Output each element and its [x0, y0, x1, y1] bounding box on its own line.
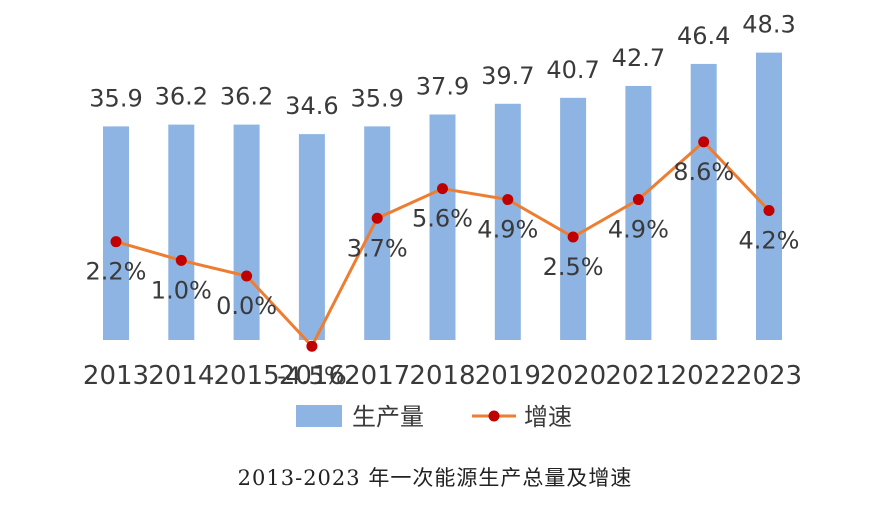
bar-label-2022: 46.4	[677, 22, 730, 50]
bar-label-2019: 39.7	[481, 62, 534, 90]
x-tick-2016: 2016	[279, 361, 345, 391]
bar-2014	[168, 124, 195, 340]
x-tick-2017: 2017	[344, 361, 410, 391]
bar-value-labels: 35.9 36.2 36.2 34.6 35.9 37.9 39.7 40.7 42.7 46.4…	[89, 11, 795, 121]
bar-label-2013: 35.9	[89, 84, 142, 112]
x-tick-2019: 2019	[475, 361, 541, 391]
x-tick-2020: 2020	[540, 361, 606, 391]
legend-line-label: 增速	[524, 403, 572, 431]
bar-2018	[429, 114, 456, 341]
bar-label-2021: 42.7	[612, 44, 665, 72]
bar-2013	[103, 126, 129, 341]
growth-point-2019	[502, 194, 514, 206]
growth-point-2013	[110, 236, 122, 248]
x-tick-2013: 2013	[83, 361, 149, 391]
growth-point-2015	[241, 270, 253, 282]
growth-label-2019: 4.9%	[477, 216, 538, 244]
growth-label-2018: 5.6%	[412, 205, 473, 233]
x-tick-2018: 2018	[409, 361, 475, 391]
legend-bar-swatch	[296, 405, 342, 427]
growth-point-2016	[306, 340, 318, 352]
bar-2019	[494, 103, 521, 340]
growth-label-2016: -4.5%	[277, 362, 347, 390]
growth-point-2020	[567, 231, 579, 243]
growth-point-2014	[175, 254, 187, 266]
bar-2021	[625, 85, 652, 340]
line-value-labels: 2.2%1.0%0.0%-4.5%3.7%5.6% 4.9%2.5%4.9%8.6…	[86, 158, 800, 390]
legend-bar-label: 生产量	[352, 403, 424, 431]
bar-2015	[233, 124, 260, 340]
x-tick-2015: 2015	[214, 361, 280, 391]
bar-2022	[690, 63, 717, 341]
bar-label-2018: 37.9	[416, 72, 469, 100]
bar-label-2023: 48.3	[742, 11, 795, 39]
bar-2020	[560, 97, 587, 341]
growth-point-2017	[371, 212, 383, 224]
legend: 生产量 增速	[296, 403, 572, 431]
legend-line-marker	[488, 410, 500, 422]
growth-label-2017: 3.7%	[347, 234, 408, 262]
growth-point-2018	[437, 183, 448, 195]
growth-label-2014: 1.0%	[151, 276, 212, 304]
growth-label-2021: 4.9%	[608, 216, 669, 244]
bar-label-2015: 36.2	[220, 83, 273, 111]
bar-label-2020: 40.7	[546, 56, 599, 84]
x-axis-ticks: 2013 2014 2015 2016 2017 2018 2019 2020 2021 2022…	[83, 361, 802, 391]
x-tick-2023: 2023	[736, 361, 802, 391]
growth-label-2013: 2.2%	[86, 258, 147, 286]
line-series-growth	[110, 136, 775, 352]
bar-2023	[756, 52, 782, 341]
x-tick-2014: 2014	[148, 361, 214, 391]
bar-label-2016: 34.6	[285, 92, 338, 120]
growth-point-2023	[763, 204, 775, 216]
x-tick-2021: 2021	[605, 361, 671, 391]
growth-label-2023: 4.2%	[739, 226, 800, 254]
growth-label-2015: 0.0%	[216, 292, 277, 320]
growth-point-2022	[698, 136, 710, 148]
growth-label-2020: 2.5%	[543, 253, 604, 281]
bar-label-2017: 35.9	[350, 84, 403, 112]
growth-label-2022: 8.6%	[673, 158, 734, 186]
x-tick-2022: 2022	[671, 361, 737, 391]
bar-2016	[298, 134, 325, 340]
chart-title: 2013-2023 年一次能源生产总量及增速	[237, 466, 633, 490]
bar-label-2014: 36.2	[155, 83, 208, 111]
growth-point-2021	[632, 194, 644, 206]
